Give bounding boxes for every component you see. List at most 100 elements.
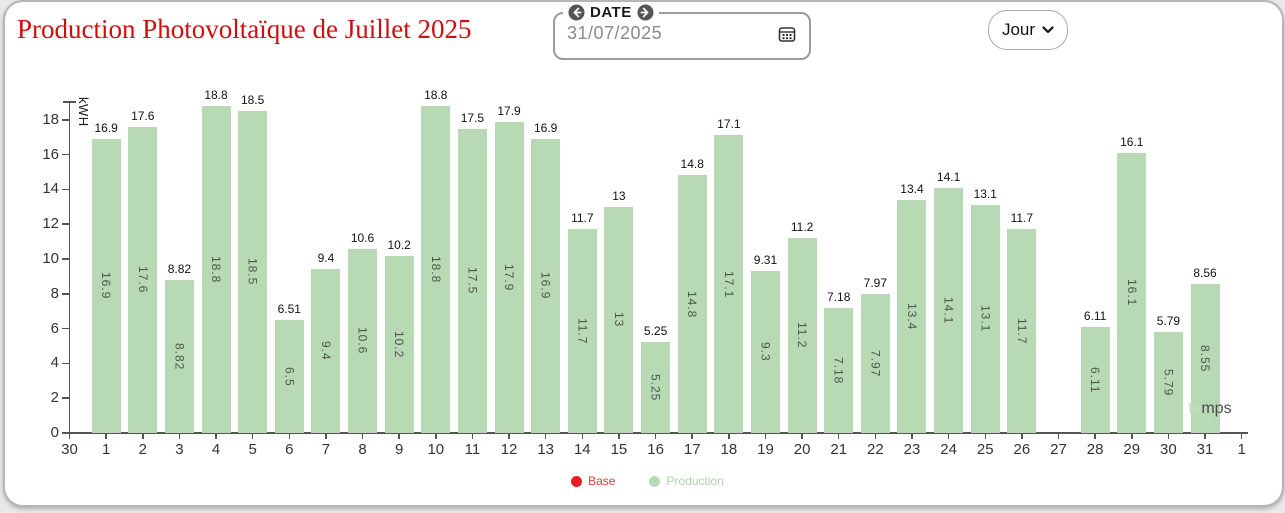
production-bar-day-2[interactable]: 17.6 — [128, 126, 158, 433]
bar-value-inner-label: 10.6 — [355, 327, 370, 355]
production-bar-day-24[interactable]: 14.1 — [934, 187, 964, 433]
production-bar-day-6[interactable]: 6.5 — [274, 319, 304, 433]
production-bar-day-14[interactable]: 11.7 — [567, 229, 597, 433]
bar-value-inner-label: 9.4 — [318, 341, 333, 362]
bar-value-top-label: 8.56 — [1193, 266, 1217, 281]
production-bar-day-20[interactable]: 11.2 — [787, 238, 817, 433]
y-axis-top-cap — [62, 101, 76, 103]
x-tick-mark — [801, 433, 803, 439]
x-tick-label: 28 — [1086, 441, 1104, 458]
bar-value-top-label: 11.2 — [790, 220, 814, 235]
production-bar-day-25[interactable]: 13.1 — [970, 205, 1000, 433]
production-bar-day-21[interactable]: 7.18 — [824, 308, 854, 433]
x-axis-label-rest: mps — [1201, 400, 1232, 417]
bar-value-top-label: 9.4 — [317, 251, 335, 266]
bar-value-inner-label: 16.9 — [538, 272, 553, 300]
date-control-label: DATE — [590, 4, 632, 21]
production-bar-day-31[interactable]: 8.55 — [1190, 284, 1220, 433]
bar-value-inner-label: 5.79 — [1161, 368, 1176, 397]
production-bar-day-3[interactable]: 8.82 — [164, 279, 194, 433]
previous-day-button arrow-left-circle-icon[interactable] — [568, 4, 585, 21]
x-axis-label-overlap: te — [1188, 400, 1202, 417]
production-bar-day-22[interactable]: 7.97 — [860, 294, 890, 433]
x-tick-label: 20 — [793, 441, 811, 458]
bar-value-inner-label: 13 — [611, 312, 626, 328]
x-tick-label: 19 — [757, 441, 774, 458]
y-tick-label: 18 — [42, 110, 59, 128]
x-tick-mark — [251, 433, 254, 439]
production-bar-day-10[interactable]: 18.8 — [421, 105, 451, 433]
production-bar-day-19[interactable]: 9.3 — [750, 271, 780, 433]
x-tick-label: 31 — [1196, 441, 1214, 458]
next-day-button arrow-right-circle-icon[interactable] — [637, 4, 654, 21]
bar-value-inner-label: 17.1 — [721, 270, 736, 298]
legend-item-production[interactable]: Production — [649, 474, 724, 488]
production-bar-day-13[interactable]: 16.9 — [531, 138, 561, 433]
production-bar-day-16[interactable]: 5.25 — [641, 341, 671, 433]
x-tick-label: 22 — [867, 441, 884, 458]
production-bar-day-12[interactable]: 17.9 — [494, 121, 524, 433]
y-tick-label: 16 — [42, 145, 59, 163]
x-tick-mark — [1240, 433, 1243, 439]
production-bar-day-29[interactable]: 16.1 — [1117, 152, 1147, 433]
period-select[interactable]: Jour — [988, 10, 1068, 50]
x-tick-label: 11 — [464, 441, 481, 458]
bar-value-inner-label: 7.18 — [831, 356, 846, 385]
x-tick-mark — [471, 433, 474, 439]
y-tick-mark — [61, 188, 70, 191]
production-bar-day-1[interactable]: 16.9 — [91, 138, 121, 433]
production-bar-day-11[interactable]: 17.5 — [457, 128, 487, 433]
bar-value-top-label: 7.18 — [827, 290, 851, 305]
production-bar-day-15[interactable]: 13 — [604, 206, 634, 433]
production-bar-day-17[interactable]: 14.8 — [677, 175, 707, 433]
y-axis-label: kWH — [76, 97, 91, 127]
bar-value-inner-label: 13.1 — [978, 305, 993, 333]
production-bar-day-5[interactable]: 18.5 — [238, 111, 268, 433]
chevron-down-icon — [1042, 26, 1054, 34]
y-tick-label: 6 — [50, 319, 59, 337]
bar-value-top-label: 11.7 — [571, 211, 594, 226]
bar-value-top-label: 18.8 — [424, 87, 448, 102]
x-tick-label: 17 — [683, 441, 701, 458]
x-tick-mark — [581, 433, 584, 439]
bar-value-top-label: 16.9 — [94, 120, 118, 135]
production-bar-day-30[interactable]: 5.79 — [1153, 332, 1183, 433]
bar-value-inner-label: 6.5 — [282, 366, 297, 387]
production-bar-day-26[interactable]: 11.7 — [1007, 229, 1037, 433]
y-tick-mark — [61, 258, 70, 260]
date-input[interactable]: 31/07/2025 — [567, 23, 663, 43]
x-tick-mark — [435, 433, 437, 439]
bar-value-inner-label: 14.8 — [685, 290, 700, 318]
bar-value-top-label: 9.31 — [753, 253, 778, 267]
x-tick-label: 24 — [940, 441, 957, 458]
x-tick-label: 10 — [427, 441, 445, 458]
x-tick-mark — [728, 433, 730, 439]
x-tick-mark — [618, 433, 620, 439]
bar-value-top-label: 14.1 — [936, 169, 961, 184]
x-axis-label: temps — [1188, 400, 1232, 418]
y-tick-mark — [61, 223, 70, 225]
production-series-dot — [649, 475, 661, 487]
x-tick-label: 14 — [573, 441, 591, 458]
production-bar-day-23[interactable]: 13.4 — [897, 199, 927, 433]
production-bar-day-18[interactable]: 17.1 — [714, 135, 744, 433]
bar-value-top-label: 10.6 — [350, 230, 375, 245]
bar-value-inner-label: 18.8 — [428, 255, 443, 284]
production-bar-day-4[interactable]: 18.8 — [201, 105, 231, 433]
legend-item-base[interactable]: Base — [571, 474, 615, 488]
bar-value-top-label: 13.4 — [900, 181, 924, 196]
x-tick-mark — [398, 433, 400, 439]
production-bar-day-8[interactable]: 10.6 — [348, 248, 378, 433]
x-tick-mark — [1021, 433, 1023, 439]
production-bar-day-9[interactable]: 10.2 — [384, 255, 414, 433]
production-bar-day-7[interactable]: 9.4 — [311, 269, 341, 433]
x-tick-label: 16 — [647, 441, 664, 458]
production-bar-day-28[interactable]: 6.11 — [1080, 326, 1110, 433]
calendar-icon[interactable] — [777, 24, 797, 44]
y-axis-line — [68, 101, 70, 434]
bar-value-inner-label: 18.8 — [209, 255, 224, 284]
x-tick-label: 30 — [1160, 441, 1177, 458]
page-title: Production Photovoltaïque de Juillet 202… — [17, 14, 472, 44]
bar-value-inner-label: 11.7 — [575, 317, 590, 345]
